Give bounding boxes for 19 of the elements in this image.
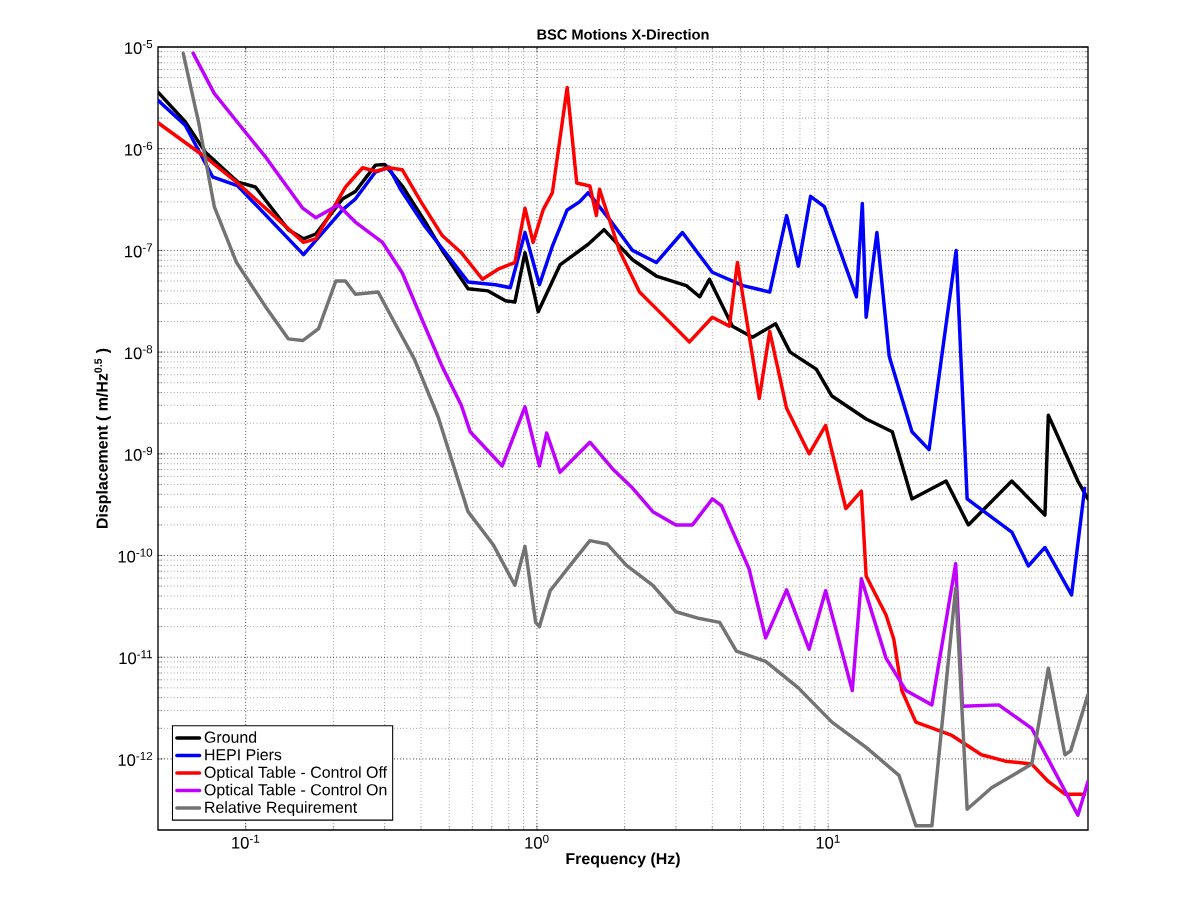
y-tick-label: 10$^{-12}$ <box>118 751 153 766</box>
y-tick-label: 10$^{-6}$ <box>125 141 153 156</box>
x-axis-title: Frequency (Hz) <box>566 852 680 868</box>
y-tick-label: 10$^{-8}$ <box>125 345 153 360</box>
y-axis-title: Displacement ( m/Hz$^{0.5}$ ) <box>94 348 111 528</box>
y-tick-label: 10$^{-10}$ <box>118 548 153 563</box>
x-tick-label: 10$^{-1}$ <box>232 834 260 849</box>
legend-label: Ground <box>204 731 257 743</box>
chart-title: BSC Motions X-Direction <box>537 28 709 40</box>
y-tick-label: 10$^{-9}$ <box>125 446 153 461</box>
y-tick-label: 10$^{-7}$ <box>125 243 153 258</box>
legend-label: Optical Table - Control Off <box>204 766 388 782</box>
x-tick-label: 10$^{0}$ <box>525 834 549 849</box>
legend-label: Relative Requirement <box>205 801 358 817</box>
y-tick-label: 10$^{-5}$ <box>125 40 153 54</box>
legend-label: Optical Table - Control On <box>204 783 387 799</box>
legend-label: HEPI Piers <box>205 748 282 761</box>
x-tick-label: 10$^{1}$ <box>816 834 840 849</box>
y-tick-label: 10$^{-11}$ <box>119 650 153 665</box>
